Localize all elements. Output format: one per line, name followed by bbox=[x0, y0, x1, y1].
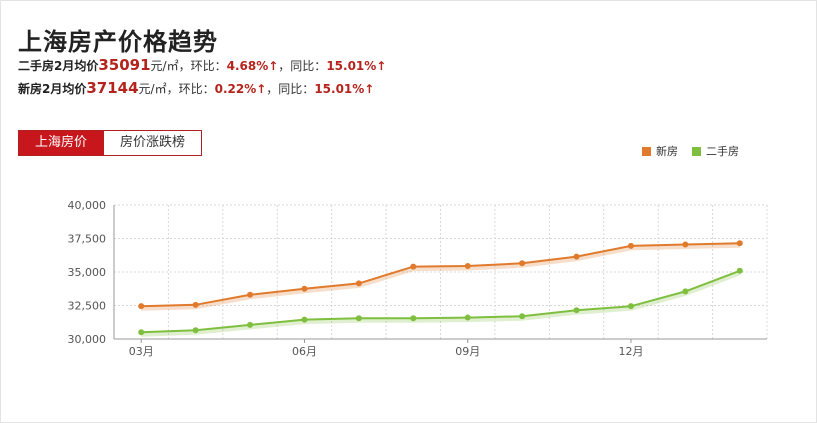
series-point-0 bbox=[355, 280, 362, 287]
series-point-0 bbox=[519, 260, 526, 267]
series-point-1 bbox=[464, 314, 471, 321]
series-point-1 bbox=[519, 313, 526, 320]
series-point-0 bbox=[682, 241, 689, 248]
series-point-1 bbox=[192, 327, 199, 334]
series-point-0 bbox=[573, 253, 580, 260]
new-house-unit: 元/㎡ bbox=[138, 82, 167, 96]
series-point-0 bbox=[410, 263, 417, 270]
series-point-0 bbox=[138, 303, 145, 310]
series-point-1 bbox=[682, 288, 689, 295]
second-hand-yoy-label: ，同比： bbox=[278, 59, 327, 73]
second-hand-mom-label: ，环比： bbox=[178, 59, 227, 73]
series-point-1 bbox=[573, 307, 580, 314]
second-hand-price: 35091 bbox=[98, 56, 151, 74]
x-tick-label: 03月 bbox=[129, 345, 154, 358]
series-point-1 bbox=[301, 316, 308, 323]
second-hand-yoy: 15.01%↑ bbox=[326, 59, 387, 73]
second-hand-stat: 二手房2月均价35091元/㎡，环比：4.68%↑，同比：15.01%↑ bbox=[18, 56, 386, 74]
legend-swatch-new bbox=[642, 146, 651, 156]
new-house-mom-label: ，环比： bbox=[166, 82, 215, 96]
series-shadow-0 bbox=[141, 242, 740, 311]
chart-legend: 新房 二手房 bbox=[642, 143, 739, 159]
x-tick-label: 06月 bbox=[292, 345, 317, 358]
legend-label-new: 新房 bbox=[656, 145, 678, 158]
series-point-0 bbox=[301, 285, 308, 292]
new-house-stat: 新房2月均价37144元/㎡，环比：0.22%↑，同比：15.01%↑ bbox=[18, 79, 374, 97]
series-point-0 bbox=[736, 240, 743, 247]
y-tick-label: 35,000 bbox=[68, 266, 107, 279]
y-tick-label: 40,000 bbox=[68, 199, 107, 212]
legend-swatch-second-hand bbox=[692, 146, 701, 156]
legend-label-second-hand: 二手房 bbox=[706, 145, 739, 158]
series-line-1 bbox=[141, 269, 741, 334]
series-point-0 bbox=[464, 262, 471, 269]
y-tick-label: 32,500 bbox=[68, 300, 107, 313]
new-house-price: 37144 bbox=[86, 79, 139, 97]
new-house-yoy-label: ，同比： bbox=[266, 82, 315, 96]
new-house-yoy: 15.01%↑ bbox=[314, 82, 375, 96]
series-point-1 bbox=[355, 315, 362, 322]
series-point-1 bbox=[247, 321, 254, 328]
tab-bar: 上海房价 房价涨跌榜 bbox=[18, 130, 203, 156]
tab-shanghai-price[interactable]: 上海房价 bbox=[18, 130, 105, 156]
new-house-mom: 0.22%↑ bbox=[214, 82, 267, 96]
tab-price-ranking[interactable]: 房价涨跌榜 bbox=[104, 130, 203, 156]
series-line-0 bbox=[141, 242, 740, 308]
legend-item-new[interactable]: 新房 bbox=[642, 143, 678, 159]
second-hand-mom: 4.68%↑ bbox=[226, 59, 279, 73]
page-title: 上海房产价格趋势 bbox=[18, 28, 218, 56]
y-tick-label: 30,000 bbox=[68, 333, 107, 346]
x-tick-label: 09月 bbox=[455, 345, 480, 358]
series-shadow-1 bbox=[141, 270, 741, 337]
series-point-1 bbox=[410, 315, 417, 322]
new-house-label: 新房2月均价 bbox=[18, 82, 87, 96]
second-hand-unit: 元/㎡ bbox=[150, 59, 179, 73]
series-point-0 bbox=[192, 301, 199, 308]
series-point-1 bbox=[138, 329, 145, 336]
series-point-0 bbox=[247, 291, 254, 298]
series-point-0 bbox=[627, 242, 634, 249]
second-hand-label: 二手房2月均价 bbox=[18, 59, 99, 73]
series-point-1 bbox=[736, 267, 743, 274]
y-tick-label: 37,500 bbox=[68, 233, 107, 246]
x-tick-label: 12月 bbox=[618, 345, 643, 358]
series-point-1 bbox=[627, 303, 634, 310]
legend-item-second-hand[interactable]: 二手房 bbox=[692, 143, 739, 159]
